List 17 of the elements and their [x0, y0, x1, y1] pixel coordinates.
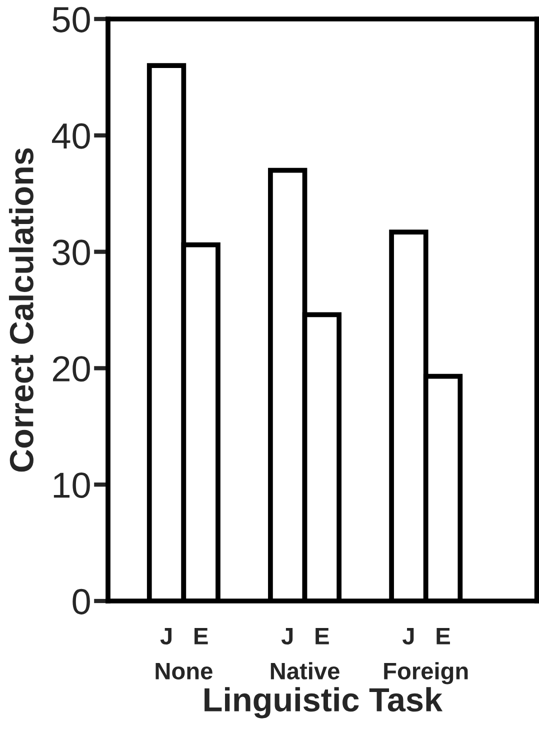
- text: J: [281, 628, 293, 645]
- x-tick-label: Foreign: [384, 662, 468, 684]
- series-label: J: [160, 628, 172, 645]
- y-tick-label: 50: [52, 6, 90, 32]
- y-tick-label: 30: [52, 240, 90, 266]
- text: J: [402, 628, 414, 645]
- y-tick-label: 10: [54, 472, 90, 498]
- text: E: [436, 628, 450, 644]
- x-axis-title: Linguistic Task: [204, 687, 443, 718]
- x-tick-label: Native: [270, 662, 340, 680]
- x-tick-label: None: [156, 662, 212, 680]
- text: E: [316, 628, 329, 644]
- series-label: E: [194, 628, 208, 644]
- y-axis-title: Correct Calculations: [8, 148, 34, 472]
- y-tick-label: 0: [72, 588, 90, 614]
- y-tick-label: 40: [52, 123, 90, 149]
- y-tick-label: 20: [52, 356, 90, 382]
